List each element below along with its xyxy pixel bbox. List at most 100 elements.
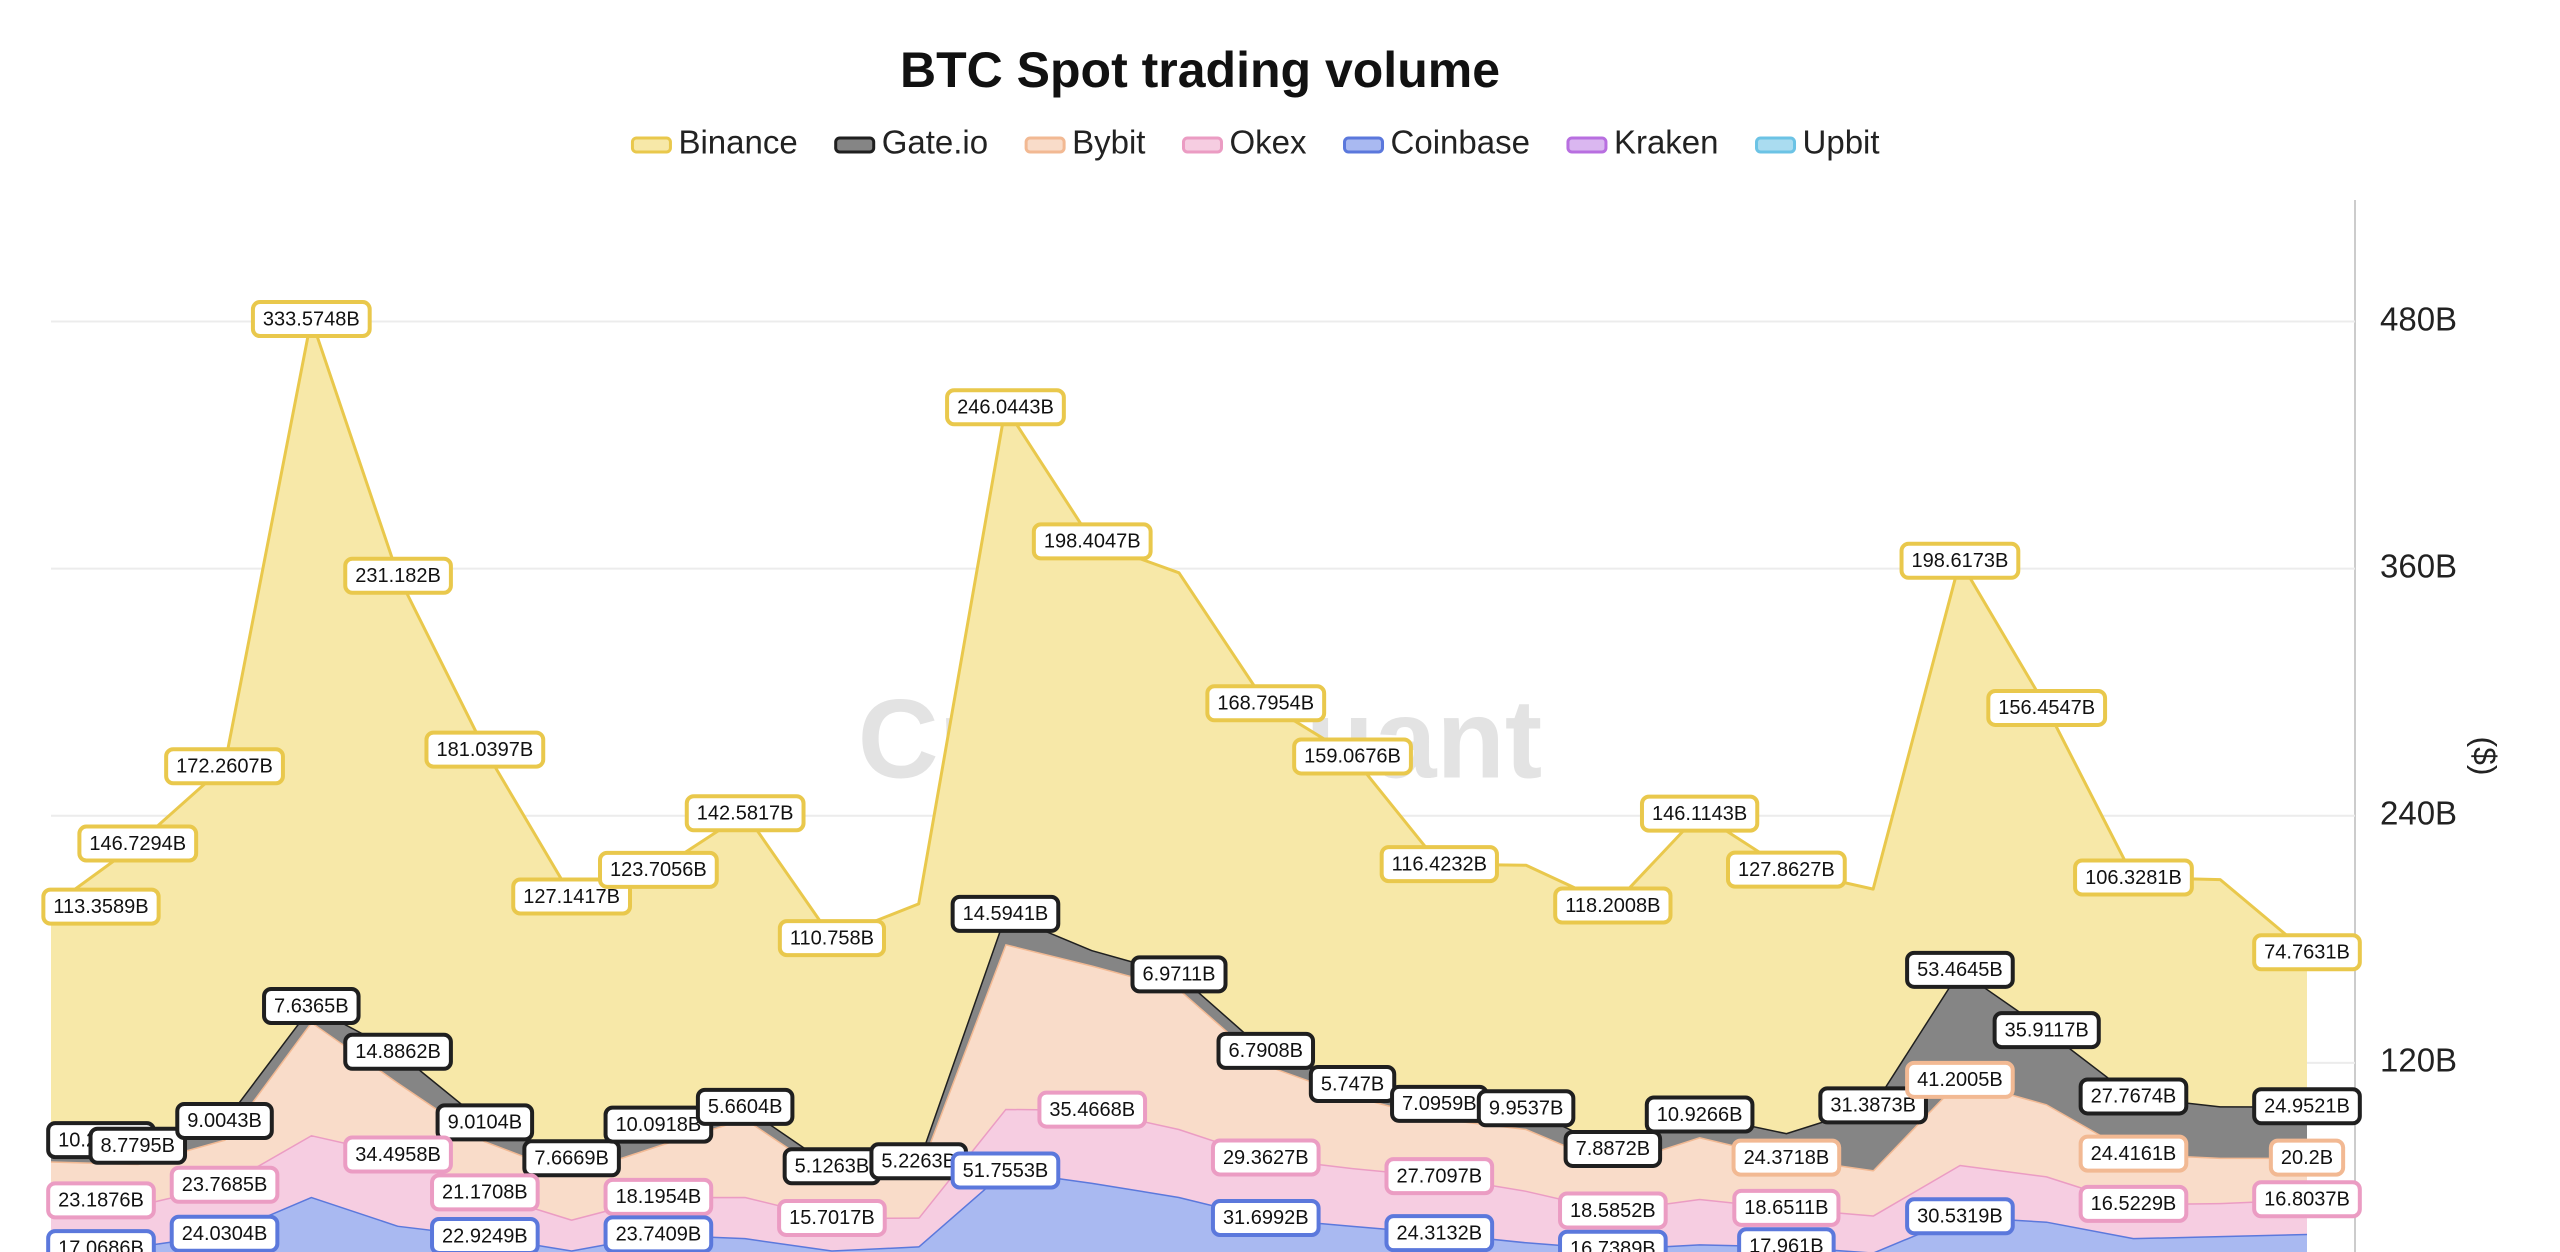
- data-label-box: [343, 556, 453, 595]
- data-label-text: 31.3873B: [1830, 1095, 1916, 1117]
- data-label-text: 24.4161B: [2091, 1143, 2177, 1165]
- data-label: 16.5229B: [2078, 1184, 2189, 1223]
- data-label: 246.0443B: [945, 388, 1066, 427]
- legend-label: Kraken: [1614, 124, 1719, 161]
- legend-swatch: [630, 136, 672, 154]
- data-label-text: 156.4547B: [1998, 697, 2095, 719]
- data-label-box: [46, 1181, 156, 1220]
- data-label-text: 24.3132B: [1396, 1222, 1482, 1244]
- data-label-box: [77, 824, 199, 863]
- data-label-box: [430, 1217, 540, 1252]
- data-label-text: 6.7908B: [1229, 1040, 1304, 1062]
- data-label-text: 5.2263B: [881, 1151, 956, 1173]
- data-label: 106.3281B: [2073, 858, 2194, 897]
- data-label-box: [41, 887, 161, 926]
- data-label-box: [2073, 858, 2194, 897]
- data-label-box: [1986, 688, 2108, 727]
- data-label-text: 35.9117B: [2005, 1019, 2089, 1041]
- data-label-text: 24.9521B: [2264, 1096, 2350, 1118]
- data-label-box: [46, 1229, 156, 1252]
- data-label-box: [603, 1177, 714, 1216]
- data-label: 116.4232B: [1379, 845, 1499, 884]
- data-label: 168.7954B: [1205, 684, 1327, 723]
- data-label: 142.5817B: [684, 794, 806, 833]
- data-label: 198.4047B: [1031, 522, 1153, 561]
- data-label: 7.0959B: [1390, 1084, 1489, 1123]
- data-label: 18.5852B: [1558, 1191, 1668, 1230]
- data-label-box: [945, 388, 1066, 427]
- legend-swatch: [1343, 136, 1385, 154]
- data-label-box: [1639, 794, 1760, 833]
- data-label: 27.7674B: [2078, 1077, 2189, 1116]
- area: [51, 319, 2307, 1167]
- data-label: 22.9249B: [430, 1217, 540, 1252]
- data-label-box: [2252, 933, 2362, 972]
- y-tick-label: 120B: [2380, 1042, 2457, 1079]
- data-label-text: 27.7097B: [1396, 1165, 1482, 1187]
- data-label: 113.3589B: [41, 887, 161, 926]
- data-label-box: [1644, 1095, 1755, 1134]
- data-label-box: [1379, 845, 1499, 884]
- data-label: 23.7409B: [603, 1215, 714, 1252]
- data-label-text: 53.4645B: [1917, 959, 2003, 981]
- y-axis-title: ($): [2467, 736, 2503, 775]
- data-label: 14.8862B: [343, 1032, 453, 1071]
- data-label-box: [424, 730, 546, 769]
- data-label: 16.7389B: [1558, 1229, 1668, 1252]
- data-label-box: [777, 919, 887, 958]
- data-label: 74.7631B: [2252, 933, 2362, 972]
- data-label: 23.1876B: [46, 1181, 156, 1220]
- data-label-box: [511, 877, 632, 916]
- data-label-text: 9.0043B: [187, 1110, 262, 1132]
- data-label-text: 113.3589B: [53, 896, 148, 918]
- data-label-box: [1726, 850, 1847, 889]
- data-label: 127.1417B: [511, 877, 632, 916]
- data-label: 333.5748B: [250, 300, 372, 339]
- data-label-text: 27.7674B: [2091, 1086, 2177, 1108]
- areas: [50, 317, 2308, 1252]
- data-label-box: [435, 1103, 535, 1142]
- data-label: 6.7908B: [1216, 1031, 1316, 1070]
- legend-swatch: [834, 136, 876, 154]
- data-label-text: 168.7954B: [1217, 693, 1314, 715]
- data-label: 21.1708B: [430, 1173, 540, 1212]
- data-label: 146.7294B: [77, 824, 199, 863]
- data-label: 5.6604B: [695, 1087, 795, 1126]
- data-label-text: 23.7685B: [182, 1174, 268, 1196]
- legend-swatch: [1566, 136, 1608, 154]
- data-label: 30.5319B: [1905, 1197, 2015, 1236]
- data-label-text: 30.5319B: [1917, 1206, 2003, 1228]
- data-label: 6.9711B: [1130, 955, 1228, 994]
- data-label: 10.9266B: [1644, 1095, 1755, 1134]
- data-label-text: 7.6365B: [274, 995, 349, 1017]
- data-label-text: 34.4958B: [355, 1144, 441, 1166]
- data-label-text: 8.7795B: [101, 1135, 176, 1157]
- data-label-box: [603, 1215, 714, 1252]
- data-label-box: [343, 1032, 453, 1071]
- data-label: 15.7017B: [777, 1198, 887, 1237]
- data-label-box: [2268, 1138, 2346, 1177]
- data-label-text: 123.7056B: [610, 859, 707, 881]
- data-label: 24.4161B: [2078, 1134, 2189, 1173]
- data-label-text: 29.3627B: [1223, 1147, 1309, 1169]
- data-label-text: 16.7389B: [1570, 1238, 1656, 1252]
- legend-label: Upbit: [1803, 124, 1880, 161]
- data-label-box: [1384, 1157, 1495, 1196]
- legend-item: Kraken: [1566, 124, 1719, 161]
- data-label-text: 20.2B: [2281, 1147, 2333, 1169]
- data-label: 24.9521B: [2252, 1087, 2362, 1126]
- legend: Binance Gate.io Bybit Okex Coinbase Kraken Upb…: [630, 124, 1880, 161]
- data-label: 7.6669B: [522, 1139, 621, 1178]
- data-label-text: 5.747B: [1321, 1073, 1384, 1095]
- data-label: 23.7685B: [169, 1165, 280, 1204]
- data-label: 181.0397B: [424, 730, 546, 769]
- data-label: 5.747B: [1308, 1065, 1397, 1104]
- data-label-text: 127.1417B: [523, 886, 620, 908]
- data-label-text: 9.9537B: [1489, 1098, 1564, 1120]
- data-label-text: 142.5817B: [697, 803, 794, 825]
- data-label: 118.2008B: [1553, 886, 1673, 925]
- data-label-text: 31.6992B: [1223, 1207, 1309, 1229]
- data-label: 41.2005B: [1905, 1060, 2015, 1099]
- legend-item: Binance: [630, 124, 798, 161]
